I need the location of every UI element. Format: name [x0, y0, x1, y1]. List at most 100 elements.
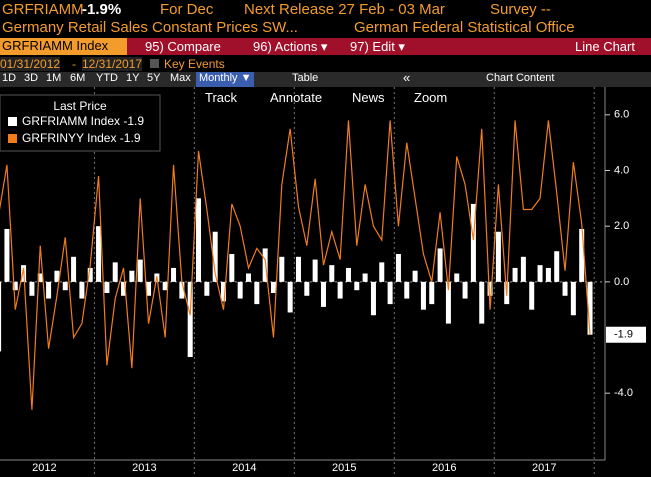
compare[interactable]: 95) Compare [145, 39, 221, 54]
last-tag-box [606, 326, 646, 343]
bar [512, 267, 518, 282]
bar [537, 265, 543, 282]
ticker: GRFRIAMM [2, 1, 84, 18]
legend-title: Last Price [53, 99, 107, 113]
bar [279, 256, 285, 282]
chart-tool[interactable]: Zoom [414, 90, 448, 105]
key-events[interactable]: Key Events [164, 57, 225, 71]
x-tick-label: 2012 [32, 462, 56, 474]
period: For Dec [160, 1, 214, 18]
view[interactable]: Line Chart [575, 39, 635, 54]
end-date[interactable]: 12/31/2017 [82, 57, 143, 71]
collapse[interactable]: « [403, 70, 411, 85]
bar [187, 281, 193, 358]
actions[interactable]: 96) Actions ▾ [253, 39, 328, 54]
bar [162, 281, 168, 291]
frequency-bg [196, 72, 254, 87]
period-button[interactable]: Max [170, 72, 191, 84]
chart-tool[interactable]: News [352, 90, 385, 105]
period-button[interactable]: 5Y [147, 72, 161, 84]
bar [470, 203, 476, 282]
bar [12, 281, 18, 291]
bar [345, 267, 351, 282]
bar [579, 228, 585, 282]
bar [287, 281, 293, 313]
bar [137, 259, 143, 282]
y-tick-label: -4.0 [614, 387, 633, 399]
bar [320, 281, 326, 307]
bar [221, 281, 227, 302]
line [0, 120, 591, 410]
bar [196, 198, 202, 282]
bar [295, 256, 301, 282]
edit[interactable]: 97) Edit ▾ [350, 39, 405, 54]
bar [479, 281, 485, 324]
bar [37, 273, 43, 282]
bar [171, 267, 177, 282]
bar [545, 267, 551, 282]
security[interactable]: GRFRIAMM Index [0, 38, 127, 55]
bar [520, 256, 526, 282]
legend-swatch [8, 117, 17, 126]
frequency[interactable]: Monthly ▼ [199, 72, 252, 84]
bar [0, 281, 2, 352]
start-date[interactable]: 01/31/2012 [0, 57, 61, 71]
period-button[interactable]: 6M [70, 72, 86, 84]
x-tick-label: 2016 [432, 462, 456, 474]
bar [462, 281, 468, 299]
bar [495, 231, 501, 282]
bar [71, 256, 77, 282]
bar [204, 281, 210, 296]
table[interactable]: Table [292, 72, 319, 84]
bar [254, 281, 260, 305]
bar [62, 281, 68, 291]
period-button[interactable]: 1M [46, 72, 62, 84]
chart-content[interactable]: Chart Content [486, 72, 555, 84]
bar [337, 281, 343, 299]
y-tick-label: 4.0 [614, 164, 629, 176]
bar [454, 273, 460, 282]
bar [4, 228, 10, 282]
checkbox[interactable] [150, 59, 159, 68]
bar [129, 270, 135, 282]
bar [179, 281, 185, 299]
last-tag: -1.9 [614, 329, 633, 341]
bar [112, 262, 118, 282]
legend-swatch [8, 134, 17, 143]
bar [329, 265, 335, 282]
legend-label: GRFRINYY Index -1.9 [22, 131, 141, 145]
bar [87, 267, 93, 282]
period-button[interactable]: 3D [24, 72, 39, 84]
bar [587, 281, 593, 335]
bar [487, 281, 493, 296]
y-tick-label: 2.0 [614, 220, 629, 232]
bar [304, 281, 310, 296]
bar [404, 281, 410, 299]
bar [395, 254, 401, 282]
chart-tool[interactable]: Track [205, 90, 238, 105]
legend-label: GRFRIAMM Index -1.9 [22, 114, 144, 128]
bar [312, 259, 318, 282]
chart: 6.0 4.0 2.0 0.0 -4.0 2012 2013 2014 2015 2016 2017… [0, 87, 651, 477]
toolbar [0, 72, 651, 87]
bar [270, 281, 276, 293]
period-button[interactable]: YTD [96, 72, 118, 84]
period-button[interactable]: 1D [2, 72, 17, 84]
bar [379, 262, 385, 282]
bar [570, 281, 576, 316]
bar [229, 254, 235, 282]
period-button[interactable]: 1Y [126, 72, 140, 84]
chart-tool[interactable]: Annotate [270, 90, 323, 105]
release: Next Release 27 Feb - 03 Mar [244, 1, 445, 18]
bar [96, 226, 102, 282]
x-tick-label: 2013 [132, 462, 156, 474]
bar [387, 281, 393, 305]
bar [354, 281, 360, 291]
menu-bar [0, 38, 651, 55]
source: German Federal Statistical Office [354, 19, 575, 36]
bar [429, 281, 435, 305]
bar [445, 281, 451, 324]
bar [562, 281, 568, 296]
bar [246, 273, 251, 282]
